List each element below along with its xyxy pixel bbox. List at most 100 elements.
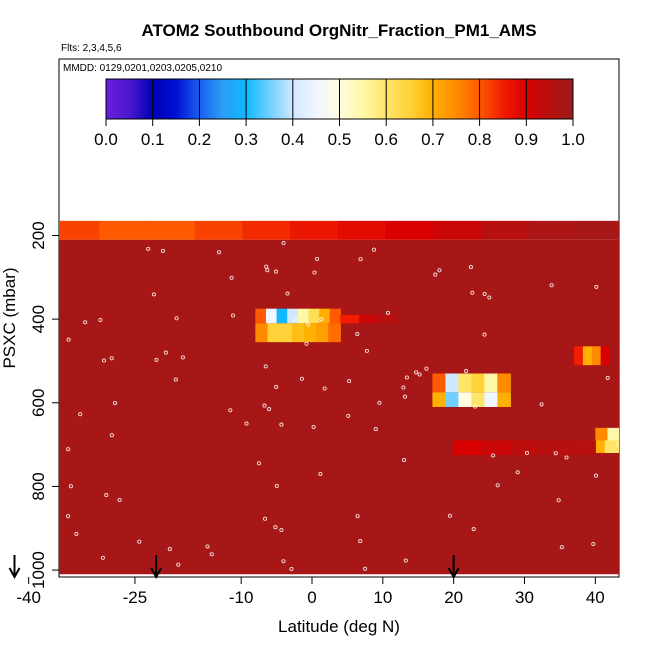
- sample-marker: [26, 341, 29, 344]
- sample-marker: [83, 320, 88, 325]
- heatmap-cell: [445, 392, 459, 407]
- sample-marker: [643, 569, 646, 572]
- sample-marker: [8, 241, 11, 244]
- sample-marker: [292, 317, 298, 322]
- heatmap-cell: [591, 346, 602, 366]
- sample-marker: [402, 394, 408, 399]
- flight-arrow: [150, 555, 163, 580]
- heatmap-cell: [497, 373, 511, 393]
- heatmap-cell: [297, 308, 310, 324]
- sample-marker: [281, 559, 286, 564]
- sample-marker: [437, 268, 442, 273]
- heatmap-cell: [582, 346, 593, 366]
- flights-note: Flts: 2,3,4,5,6: [61, 43, 122, 54]
- heatmap-cell: [279, 323, 293, 343]
- sample-marker: [274, 483, 279, 488]
- sample-marker: [593, 473, 599, 478]
- sample-marker: [628, 486, 631, 489]
- heatmap-cell: [290, 220, 339, 240]
- heatmap-cell: [453, 440, 483, 456]
- x-tick-label: 40: [586, 588, 605, 607]
- sample-marker: [176, 562, 181, 567]
- sample-marker: [117, 497, 122, 502]
- heatmap-cell: [59, 220, 100, 240]
- heatmap-cell: [620, 440, 636, 453]
- sample-marker: [262, 516, 268, 521]
- sample-marker: [524, 450, 530, 455]
- heatmap-cell: [316, 323, 329, 343]
- sample-marker: [256, 461, 262, 466]
- sample-marker: [358, 257, 363, 262]
- x-tick-label: 20: [444, 588, 463, 607]
- sample-marker: [447, 513, 452, 518]
- sample-marker: [591, 541, 596, 547]
- sample-marker: [101, 358, 107, 363]
- sample-marker: [174, 316, 179, 321]
- y-tick-label: 400: [29, 305, 48, 333]
- sample-marker: [549, 283, 554, 288]
- heatmap-cell: [328, 323, 341, 343]
- sample-marker: [163, 350, 168, 355]
- heatmap-cell: [528, 220, 577, 240]
- sample-marker: [98, 317, 103, 323]
- sample-marker: [281, 240, 286, 246]
- sample-marker: [265, 268, 270, 273]
- heatmap-cell: [36, 263, 44, 278]
- colorbar-tick-label: 0.7: [421, 130, 445, 149]
- sample-marker: [279, 422, 284, 427]
- sample-marker: [263, 364, 268, 369]
- sample-marker: [306, 322, 311, 327]
- sample-marker: [471, 527, 476, 532]
- colorbar-tick-label: 0.5: [328, 130, 352, 149]
- heatmap-cell: [458, 392, 472, 407]
- sample-marker: [167, 547, 172, 552]
- sample-marker: [229, 275, 234, 280]
- sample-marker: [346, 413, 351, 418]
- sample-marker: [66, 447, 71, 452]
- heatmap-cell: [471, 373, 485, 393]
- sample-marker: [9, 253, 12, 256]
- sample-marker: [16, 257, 19, 260]
- heatmap-cell: [566, 440, 596, 456]
- heatmap-cell: [644, 428, 650, 445]
- colorbar-tick-label: 0.8: [468, 130, 492, 149]
- sample-marker: [228, 408, 233, 413]
- sample-marker: [482, 291, 487, 297]
- colorbar-tick-label: 0.6: [374, 130, 398, 149]
- sample-marker: [468, 265, 473, 270]
- sample-marker: [312, 270, 317, 275]
- sample-marker: [66, 514, 71, 519]
- x-tick-label: -40: [16, 588, 41, 607]
- colorbar-tick-label: 0.0: [94, 130, 118, 149]
- heatmap-cell: [146, 220, 196, 240]
- sample-marker: [299, 376, 304, 381]
- sample-marker: [285, 291, 290, 296]
- x-axis-label: Latitude (deg N): [278, 617, 400, 636]
- sample-marker: [402, 458, 407, 463]
- heatmap-cell: [29, 263, 37, 278]
- y-tick-label: 800: [29, 472, 48, 500]
- heatmap-cell: [632, 428, 645, 445]
- colorbar-tick-label: 0.2: [188, 130, 212, 149]
- sample-marker: [104, 493, 109, 498]
- heatmap-cell: [267, 323, 281, 343]
- sample-marker: [311, 424, 316, 430]
- heatmap-cell: [291, 323, 305, 343]
- sample-marker: [371, 247, 377, 252]
- sample-marker: [5, 241, 8, 244]
- sample-marker: [274, 384, 279, 389]
- sample-marker: [401, 385, 406, 390]
- heatmap-cell: [308, 308, 320, 324]
- heatmap-cell: [631, 474, 644, 491]
- sample-marker: [373, 427, 378, 432]
- sample-marker: [404, 375, 409, 380]
- sample-marker: [553, 451, 558, 456]
- sample-marker: [470, 290, 475, 295]
- sample-marker: [151, 292, 156, 297]
- sample-marker: [314, 256, 320, 262]
- sample-marker: [495, 483, 500, 488]
- heatmap-cell: [643, 474, 650, 491]
- heatmap-cell: [276, 308, 288, 324]
- sample-marker: [160, 248, 166, 253]
- heatmap-cell: [329, 308, 341, 324]
